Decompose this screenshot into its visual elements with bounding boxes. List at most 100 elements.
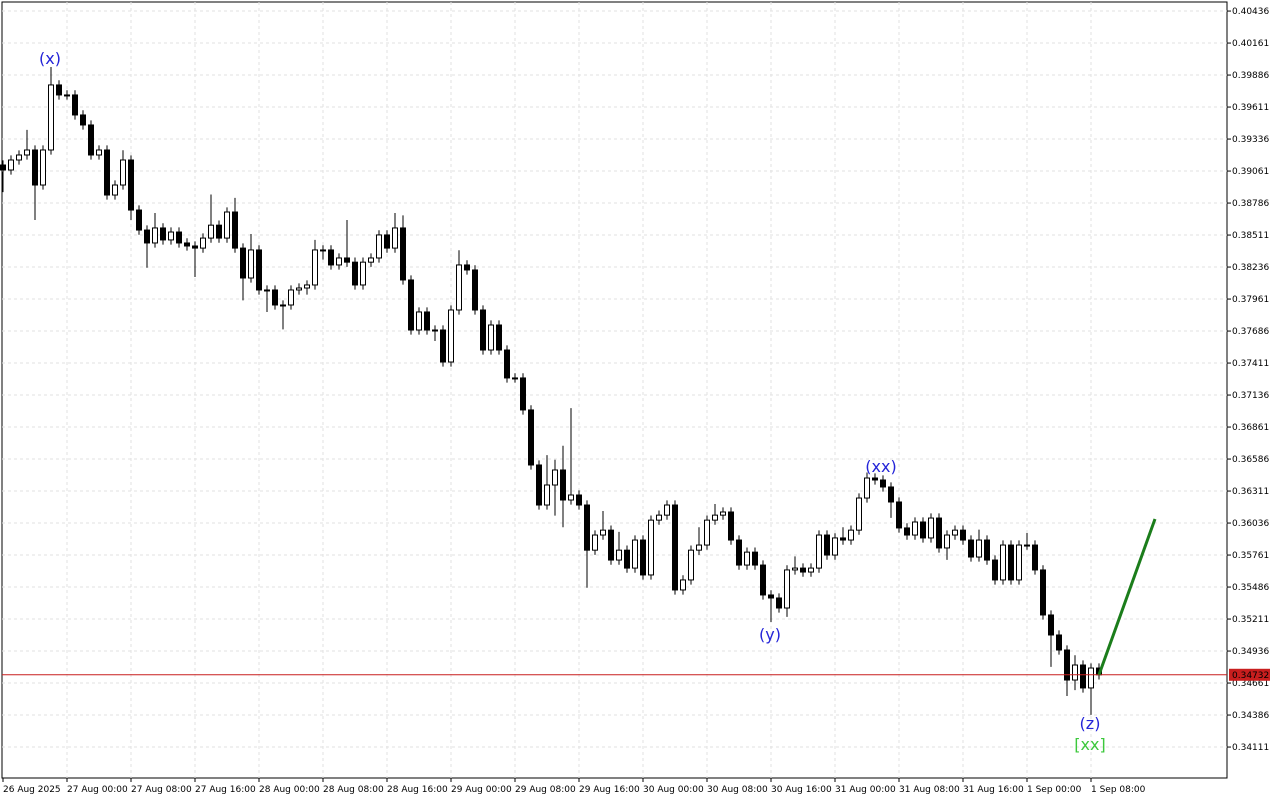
candle-body [792, 567, 798, 571]
candle-body [864, 477, 870, 499]
candle-body [816, 534, 822, 569]
candle-body [488, 324, 494, 351]
candle-body [936, 517, 942, 549]
candle-body [392, 227, 398, 249]
candle-body [312, 249, 318, 286]
y-tick-label: 0.34661 [1232, 679, 1269, 689]
wave-label: [xx] [1074, 735, 1105, 754]
candle-body [640, 539, 646, 576]
x-tick-label: 31 Aug 00:00 [835, 785, 896, 795]
candle-body [672, 504, 678, 591]
candle-body [840, 537, 846, 541]
candle-body [384, 234, 390, 249]
candle-body [224, 211, 230, 239]
x-tick-label: 30 Aug 00:00 [643, 785, 704, 795]
candle-body [680, 579, 686, 591]
x-tick-label: 28 Aug 00:00 [259, 785, 320, 795]
candle-body [464, 264, 470, 271]
candle-body [904, 527, 910, 536]
candle-body [544, 484, 550, 506]
candles [0, 67, 1227, 715]
candle-body [720, 511, 726, 516]
candle-body [376, 234, 382, 259]
candle-body [256, 249, 262, 291]
candle-body [872, 477, 878, 481]
candle-body [360, 261, 366, 286]
x-tick-label: 27 Aug 16:00 [195, 785, 256, 795]
candle-body [512, 377, 518, 380]
candle-body [1000, 544, 1006, 581]
candle-body [896, 501, 902, 529]
y-tick-label: 0.37961 [1232, 295, 1269, 305]
y-tick-label: 0.35761 [1232, 551, 1269, 561]
candle-body [1056, 634, 1062, 651]
candle-body [88, 124, 94, 156]
candle-body [96, 149, 102, 156]
candle-body [960, 529, 966, 541]
candle-body [1040, 569, 1046, 616]
x-tick-label: 26 Aug 2025 [3, 785, 61, 795]
y-tick-label: 0.36586 [1232, 455, 1269, 465]
candle-body [120, 159, 126, 186]
candle-body [1024, 544, 1030, 547]
candle-body [320, 249, 326, 252]
candle-body [568, 494, 574, 501]
candle-body [32, 149, 38, 186]
candle-body [1088, 667, 1094, 689]
plot-frame [1, 1, 1228, 779]
candle-body [144, 229, 150, 244]
candle-body [24, 149, 30, 156]
current-price-label: 0.34732 [1232, 671, 1269, 681]
candle-body [712, 514, 718, 521]
grid [2, 2, 1227, 778]
projection-line [1097, 518, 1157, 676]
candle-body [344, 257, 350, 263]
y-tick-label: 0.38511 [1232, 231, 1269, 241]
candle-body [880, 479, 886, 488]
candle-body [192, 245, 198, 249]
candle-body [728, 511, 734, 541]
x-tick-label: 1 Sep 08:00 [1091, 785, 1146, 795]
candle-body [104, 149, 110, 196]
y-tick-label: 0.40436 [1232, 7, 1269, 17]
candle-body [992, 559, 998, 581]
candle-body [520, 377, 526, 411]
y-tick-label: 0.37411 [1232, 359, 1269, 369]
candle-body [40, 149, 46, 186]
candle-body [944, 534, 950, 549]
x-tick-label: 27 Aug 00:00 [67, 785, 128, 795]
candle-body [56, 84, 62, 96]
x-tick-label: 29 Aug 00:00 [451, 785, 512, 795]
candle-body [8, 159, 14, 171]
candle-body [1064, 649, 1070, 681]
candle-body [920, 521, 926, 539]
candle-body [800, 567, 806, 573]
y-tick-label: 0.34386 [1232, 711, 1269, 721]
candle-body [848, 529, 854, 541]
y-tick-label: 0.38786 [1232, 199, 1269, 209]
candle-body [200, 237, 206, 249]
candle-body [232, 211, 238, 249]
y-tick-label: 0.40161 [1232, 39, 1269, 49]
y-tick-label: 0.39061 [1232, 167, 1269, 177]
candle-body [368, 257, 374, 263]
candle-body [600, 529, 606, 536]
y-tick-label: 0.34936 [1232, 647, 1269, 657]
candle-body [16, 154, 22, 161]
candle-body [48, 84, 54, 151]
candle-body [0, 164, 6, 171]
candle-body [632, 539, 638, 569]
candle-body [184, 242, 190, 247]
y-tick-label: 0.36861 [1232, 423, 1269, 433]
candle-body [576, 494, 582, 506]
x-tick-label: 30 Aug 16:00 [771, 785, 832, 795]
candle-body [584, 504, 590, 551]
candle-body [336, 257, 342, 266]
candle-body [208, 224, 214, 239]
x-tick-label: 29 Aug 16:00 [579, 785, 640, 795]
candle-body [400, 227, 406, 281]
candle-body [448, 309, 454, 363]
candle-body [768, 594, 774, 599]
